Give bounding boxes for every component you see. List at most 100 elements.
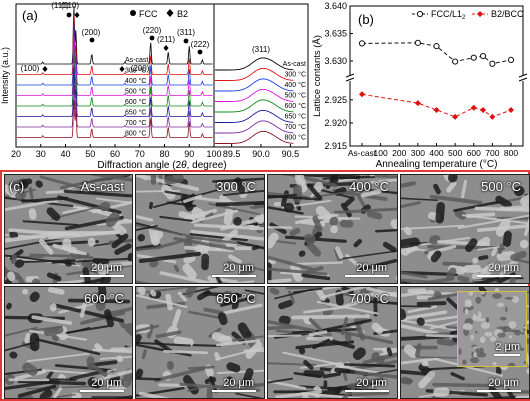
xrd-frame [15, 3, 309, 148]
peak-label-fcc-311: (311) [177, 28, 195, 37]
scale-bar-label: 20 μm [356, 262, 387, 274]
data-point [358, 40, 366, 47]
phase-grain [136, 224, 158, 233]
phase-grain [341, 247, 397, 260]
b2-peak-marker [163, 45, 169, 51]
phase-grain [26, 279, 84, 283]
phase-grain [226, 260, 264, 277]
data-point [470, 104, 477, 111]
phase-grain [235, 392, 264, 398]
phase-grain [233, 217, 242, 226]
x-tick-label: 400 [429, 148, 443, 158]
phase-grain [510, 250, 527, 261]
phase-grain [165, 293, 173, 311]
fcc-peak-marker [89, 37, 95, 43]
phase-grain [401, 270, 428, 279]
phase-grain [308, 317, 323, 332]
x-tick-label: 200 [392, 148, 406, 158]
phase-grain [289, 227, 301, 237]
phase-grain [26, 368, 93, 375]
micrograph-texture [268, 175, 397, 283]
data-point [489, 60, 496, 67]
scale-bar [345, 390, 389, 392]
inset-precipitate [478, 311, 482, 319]
phase-grain [244, 289, 264, 298]
phase-grain [138, 391, 183, 398]
phase-grain [136, 341, 192, 347]
phase-grain [268, 377, 294, 386]
phase-grain [159, 271, 234, 283]
scale-bar-label: 20 μm [91, 377, 122, 389]
phase-grain [14, 259, 25, 268]
series-line [361, 93, 512, 118]
phase-grain [215, 183, 223, 188]
phase-grain [304, 266, 324, 275]
inset-texture [458, 292, 526, 366]
phase-grain [268, 334, 302, 338]
phase-grain [491, 247, 498, 257]
y-tick-label: 2.925 [324, 95, 347, 105]
legend-b2-label: B2 [177, 9, 188, 19]
inset-precipitate [496, 302, 505, 307]
peak-label-b2-100: (100) [21, 64, 40, 73]
inset-precipitate [462, 323, 473, 331]
inset-precipitate [475, 347, 480, 354]
phase-grain [17, 384, 57, 398]
zoom-pattern-label: 300 °C [285, 71, 306, 79]
phase-grain [182, 263, 197, 280]
phase-grain [298, 347, 306, 355]
phase-grain [217, 312, 228, 326]
xrd-pattern-label: 500 °C [125, 88, 146, 96]
phase-grain [179, 382, 219, 389]
inset-precipitate [475, 330, 478, 334]
zoom-tick-label: 90.0 [252, 149, 270, 159]
phase-grain [457, 275, 470, 283]
phase-grain [215, 275, 227, 283]
inset-precipitate [476, 352, 487, 358]
phase-grain [185, 235, 239, 245]
phase-grain [308, 330, 328, 337]
micrograph-panel: 500 °C 20 μm [400, 174, 530, 284]
phase-grain [35, 180, 43, 188]
micrograph-panel: 650 °C 20 μm [135, 286, 265, 399]
b2-peak-marker [74, 12, 80, 18]
phase-grain [98, 274, 112, 283]
phase-grain [251, 244, 260, 251]
y-tick-label: 3.640 [324, 1, 347, 11]
zoom-pattern-label: 800 °C [285, 134, 306, 142]
phase-grain [136, 368, 144, 379]
phase-grain [136, 342, 192, 357]
phase-grain [278, 315, 291, 325]
phase-grain [283, 202, 295, 213]
inset-precipitate [486, 316, 489, 323]
zoom-tick-label: 90.5 [282, 149, 300, 159]
fcc-peak-marker [66, 12, 72, 18]
phase-grain [357, 196, 366, 208]
inset-precipitate [524, 330, 526, 337]
phase-grain [103, 393, 132, 398]
micrograph-texture [5, 175, 132, 283]
x-tick-label: 20 [11, 149, 21, 159]
temperature-label: 300 °C [216, 179, 256, 194]
phase-grain [472, 257, 479, 264]
inset-precipitate [508, 321, 517, 329]
b2-peak-marker [42, 66, 48, 72]
phase-grain [98, 287, 107, 297]
phase-grain [5, 302, 12, 310]
data-point [452, 58, 459, 65]
phase-grain [281, 175, 338, 188]
phase-grain [177, 291, 187, 302]
phase-grain [454, 209, 467, 220]
temperature-label: 600 °C [84, 291, 124, 306]
phase-grain [281, 175, 361, 180]
phase-grain [136, 376, 161, 381]
phase-grain [207, 275, 219, 283]
phase-grain [28, 208, 37, 220]
phase-grain [15, 190, 27, 201]
legend-fcc-label: FCC/L12 [431, 9, 466, 21]
phase-grain [358, 258, 397, 272]
phase-grain [268, 194, 320, 201]
phase-grain [67, 298, 131, 304]
phase-grain [401, 357, 440, 368]
micrograph-texture [5, 287, 132, 398]
